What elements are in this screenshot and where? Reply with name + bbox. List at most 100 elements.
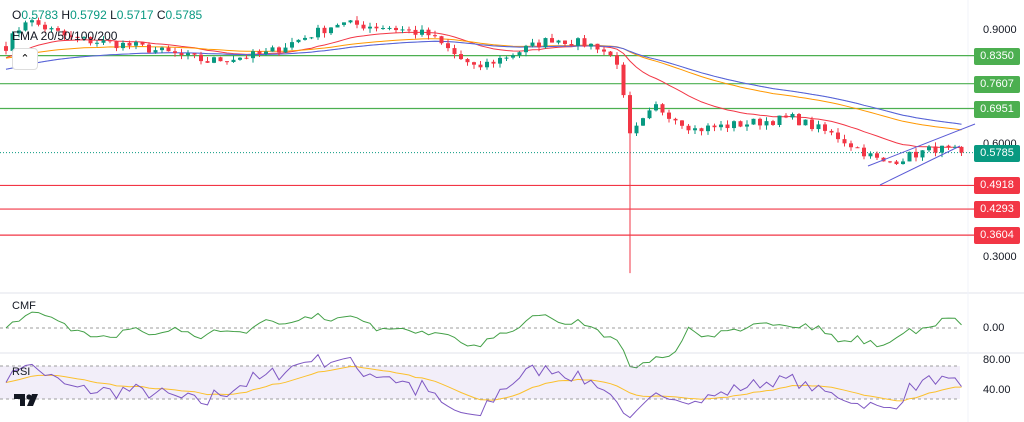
candle-body	[199, 54, 203, 62]
candle-body	[608, 51, 613, 56]
candle-body	[699, 128, 704, 132]
candle-body	[257, 51, 262, 54]
candle-body	[459, 54, 463, 60]
candle-body	[719, 124, 723, 128]
candle-body	[829, 130, 834, 133]
candle-body	[732, 121, 736, 129]
candle-body	[628, 95, 632, 134]
candle-body	[270, 47, 275, 52]
candle-body	[771, 121, 775, 125]
candle-body	[251, 51, 255, 59]
candle-body	[511, 55, 515, 58]
candle-body	[30, 20, 34, 23]
candle-body	[114, 41, 119, 49]
candle-body	[335, 24, 340, 28]
candle-body	[166, 47, 171, 52]
candle-body	[524, 45, 528, 53]
candle-body	[368, 26, 372, 29]
candle-body	[17, 30, 21, 34]
candle-body	[218, 57, 223, 62]
channel-upper-line	[867, 123, 976, 167]
candle-body	[595, 43, 600, 50]
chevron-up-icon: ⌃	[20, 53, 30, 65]
candle-body	[706, 125, 710, 132]
candle-body	[673, 118, 678, 121]
collapse-legend-button[interactable]: ⌃	[12, 48, 38, 70]
candle-body	[803, 119, 808, 126]
candle-body	[56, 28, 60, 31]
ema-legend[interactable]: EMA 20/50/100/200	[12, 29, 118, 43]
candle-body	[855, 147, 860, 149]
candle-body	[738, 121, 743, 127]
candle-body	[374, 26, 379, 29]
candle-body	[953, 146, 957, 148]
candle-body	[868, 153, 873, 157]
candle-body	[537, 42, 541, 48]
candle-body	[426, 29, 431, 36]
candle-body	[816, 124, 821, 130]
candle-body	[530, 42, 535, 46]
candle-body	[634, 125, 639, 134]
candle-body	[784, 115, 788, 118]
candle-body	[381, 28, 385, 30]
candle-body	[485, 61, 489, 68]
high-value: 0.5792	[70, 8, 107, 22]
candle-body	[550, 38, 554, 43]
close-value: 0.5785	[165, 8, 203, 22]
candle-body	[387, 27, 392, 29]
candle-body	[95, 42, 99, 44]
candle-body	[244, 57, 249, 59]
rsi-band	[0, 366, 960, 399]
candle-body	[647, 110, 652, 119]
candle-body	[894, 161, 899, 165]
candle-body	[4, 46, 8, 51]
candle-body	[400, 29, 405, 31]
candle-body	[322, 27, 327, 34]
candle-body	[959, 146, 964, 153]
tradingview-logo[interactable]	[14, 392, 42, 413]
candle-body	[790, 114, 795, 118]
candle-body	[556, 40, 561, 43]
candle-body	[745, 124, 749, 127]
candle-body	[134, 42, 138, 46]
candle-body	[316, 27, 320, 38]
candle-body	[654, 104, 658, 111]
candle-body	[121, 42, 125, 49]
candle-body	[563, 40, 567, 45]
candle-body	[264, 51, 268, 54]
candle-body	[621, 64, 626, 96]
candle-body	[797, 114, 801, 126]
ema50-line	[5, 38, 962, 131]
candle-body	[914, 151, 918, 158]
candle-body	[602, 49, 606, 52]
candle-body	[582, 38, 587, 47]
candle-body	[225, 61, 229, 63]
candle-body	[173, 51, 177, 54]
price-tick: 0.9000	[983, 24, 1017, 36]
candle-body	[283, 47, 288, 53]
candle-body	[498, 57, 502, 64]
candle-body	[192, 53, 197, 55]
resistance-badge: 0.7607	[974, 75, 1020, 93]
candle-body	[407, 29, 411, 31]
cmf-line	[5, 311, 962, 369]
candle-body	[446, 43, 450, 49]
candle-body	[420, 29, 424, 35]
candle-body	[667, 112, 671, 119]
high-label: H	[61, 8, 71, 22]
candle-body	[920, 150, 925, 158]
candle-body	[758, 118, 762, 126]
candle-body	[348, 20, 353, 23]
candle-body	[303, 37, 307, 40]
ema200-line	[5, 40, 962, 125]
candle-body	[212, 57, 216, 63]
candle-body	[517, 52, 522, 56]
close-label: C	[156, 8, 166, 22]
candle-body	[205, 61, 210, 63]
candle-body	[842, 139, 847, 144]
support-badge: 0.3604	[974, 227, 1020, 245]
candle-body	[680, 120, 684, 126]
candle-body	[101, 40, 106, 43]
